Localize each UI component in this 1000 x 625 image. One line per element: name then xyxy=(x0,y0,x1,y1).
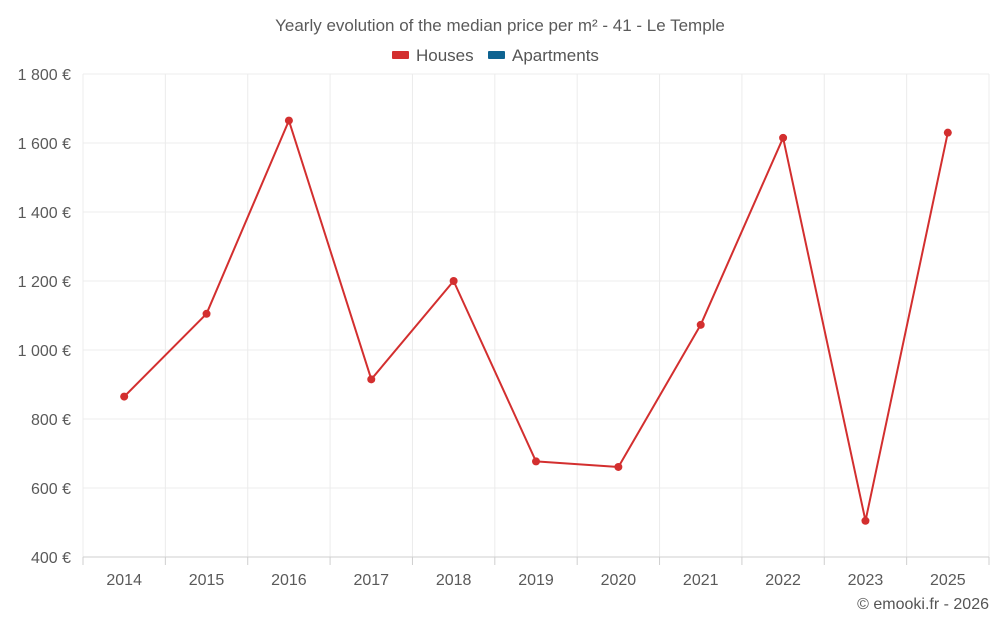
y-tick-label: 800 € xyxy=(31,412,71,429)
y-tick-label: 1 000 € xyxy=(18,343,71,360)
data-point-houses-2015[interactable] xyxy=(202,309,211,318)
grid-lines xyxy=(82,73,990,557)
credit-text: © emooki.fr - 2026 xyxy=(857,596,989,613)
legend-swatch-houses xyxy=(392,51,409,59)
data-point-houses-2018[interactable] xyxy=(449,277,458,285)
y-tick-label: 1 600 € xyxy=(18,136,71,153)
data-point-houses-2017[interactable] xyxy=(367,375,376,384)
legend-label-houses[interactable]: Houses xyxy=(416,46,474,65)
x-tick-label: 2014 xyxy=(106,572,142,589)
chart-axes xyxy=(82,556,990,565)
y-axis-ticks: 400 € 600 € 800 € 1 000 € 1 200 € 1 400 € 1 60… xyxy=(18,67,71,567)
y-tick-label: 1 200 € xyxy=(18,274,71,291)
x-tick-label: 2020 xyxy=(601,572,637,589)
data-point-houses-2014[interactable] xyxy=(120,392,129,401)
x-tick-label: 2022 xyxy=(765,572,801,589)
legend-label-apartments[interactable]: Apartments xyxy=(512,46,599,65)
data-point-houses-2022[interactable] xyxy=(779,133,788,142)
x-tick-label: 2016 xyxy=(271,572,307,589)
data-point-houses-2021[interactable] xyxy=(696,320,705,329)
data-point-houses-2019[interactable] xyxy=(532,457,540,466)
x-tick-label: 2017 xyxy=(353,572,389,589)
y-tick-label: 400 € xyxy=(31,550,71,567)
x-tick-label: 2023 xyxy=(848,572,884,589)
data-point-houses-2020[interactable] xyxy=(614,462,623,471)
legend-swatch-apartments xyxy=(488,51,505,59)
chart-legend: Houses Apartments xyxy=(392,46,599,65)
x-axis-ticks: 2014 2015 2016 2017 2018 2019 2020 2021 2022 2023… xyxy=(106,572,965,589)
data-point-houses-2023[interactable] xyxy=(861,516,870,525)
y-tick-label: 600 € xyxy=(31,481,71,498)
x-tick-label: 2021 xyxy=(683,572,719,589)
x-tick-label: 2025 xyxy=(930,572,966,589)
y-tick-label: 1 800 € xyxy=(18,67,71,84)
x-tick-label: 2015 xyxy=(189,572,225,589)
chart-title: Yearly evolution of the median price per… xyxy=(275,16,725,35)
series-points xyxy=(120,116,952,525)
y-tick-label: 1 400 € xyxy=(18,205,71,222)
x-tick-label: 2018 xyxy=(436,572,472,589)
data-point-houses-2025[interactable] xyxy=(943,128,952,137)
data-point-houses-2016[interactable] xyxy=(284,116,293,125)
x-tick-label: 2019 xyxy=(518,572,554,589)
